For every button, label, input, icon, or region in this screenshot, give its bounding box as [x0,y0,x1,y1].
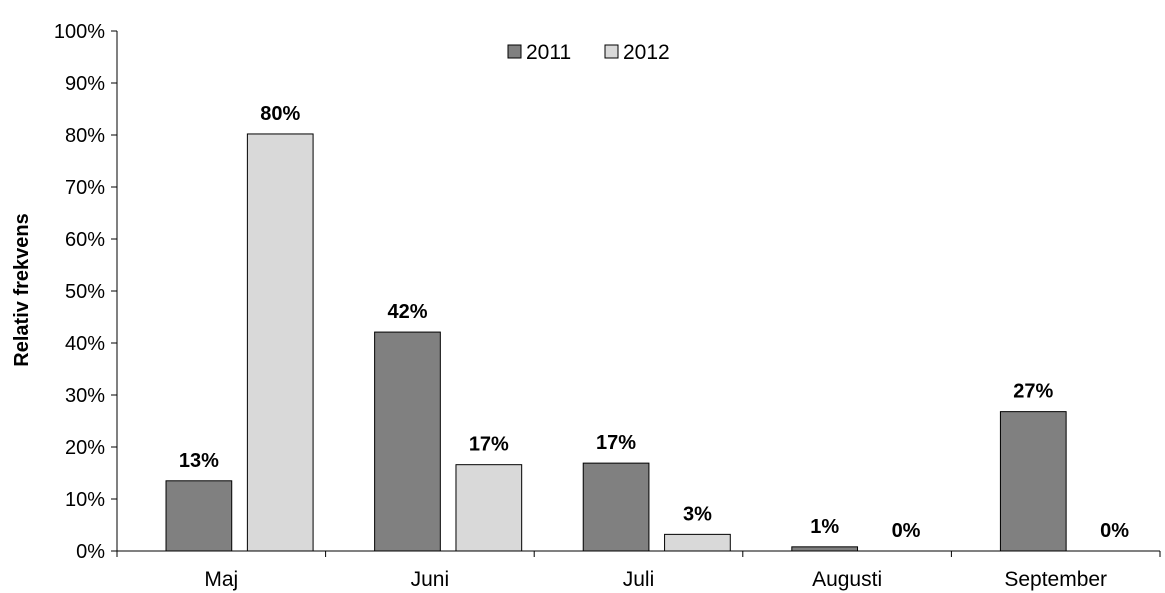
bar-2011-juni [374,331,441,552]
data-labels: 13% 42% 17% 1% 27% 80% 17% 3% 0% 0% [179,103,1129,542]
bar-2011-augusti [791,546,859,552]
y-tick-label: 10% [65,489,105,511]
legend-label-2011: 2011 [526,41,571,64]
y-tick-label: 70% [65,177,105,199]
x-category-label: Maj [204,568,238,591]
data-label-2012: 0% [1100,520,1129,542]
legend-swatch-2011 [507,44,522,59]
legend-label-2012: 2012 [623,41,670,64]
bar-2012-juli [664,533,731,552]
y-axis: 0% 10% 20% 30% 40% 50% 60% 70% 80% 90% 100% [54,21,118,563]
y-tick-label: 40% [65,333,105,355]
y-tick-label: 30% [65,385,105,407]
bar-2012-juni [455,464,523,552]
legend: 2011 2012 [507,41,670,64]
x-category-label: Augusti [812,568,882,591]
y-tick-label: 20% [65,437,105,459]
data-label-2012: 3% [683,503,712,525]
bars [165,133,1067,552]
data-label-2012: 0% [892,520,921,542]
bar-2011-maj [165,480,233,552]
data-label-2011: 17% [596,432,636,454]
legend-swatch-2012 [604,44,619,59]
y-axis-title: Relativ frekvens [11,213,33,366]
bar-2011-september [999,411,1067,552]
y-tick-label: 80% [65,125,105,147]
x-category-label: Juni [411,568,450,591]
bar-2011-juli [582,462,650,552]
data-label-2011: 13% [179,450,219,472]
bar-2012-maj [246,133,314,552]
x-category-label: Juli [623,568,655,591]
data-label-2011: 27% [1013,381,1053,403]
x-category-label: September [1004,568,1107,591]
y-tick-label: 100% [54,21,105,43]
data-label-2012: 17% [469,434,509,456]
y-tick-label: 50% [65,281,105,303]
y-tick-label: 90% [65,73,105,95]
x-axis: Maj Juni Juli Augusti September [116,550,1161,591]
y-tick-label: 60% [65,229,105,251]
data-label-2011: 42% [387,301,427,323]
data-label-2012: 80% [260,103,300,125]
data-label-2011: 1% [810,516,839,538]
y-tick-label: 0% [76,541,105,563]
